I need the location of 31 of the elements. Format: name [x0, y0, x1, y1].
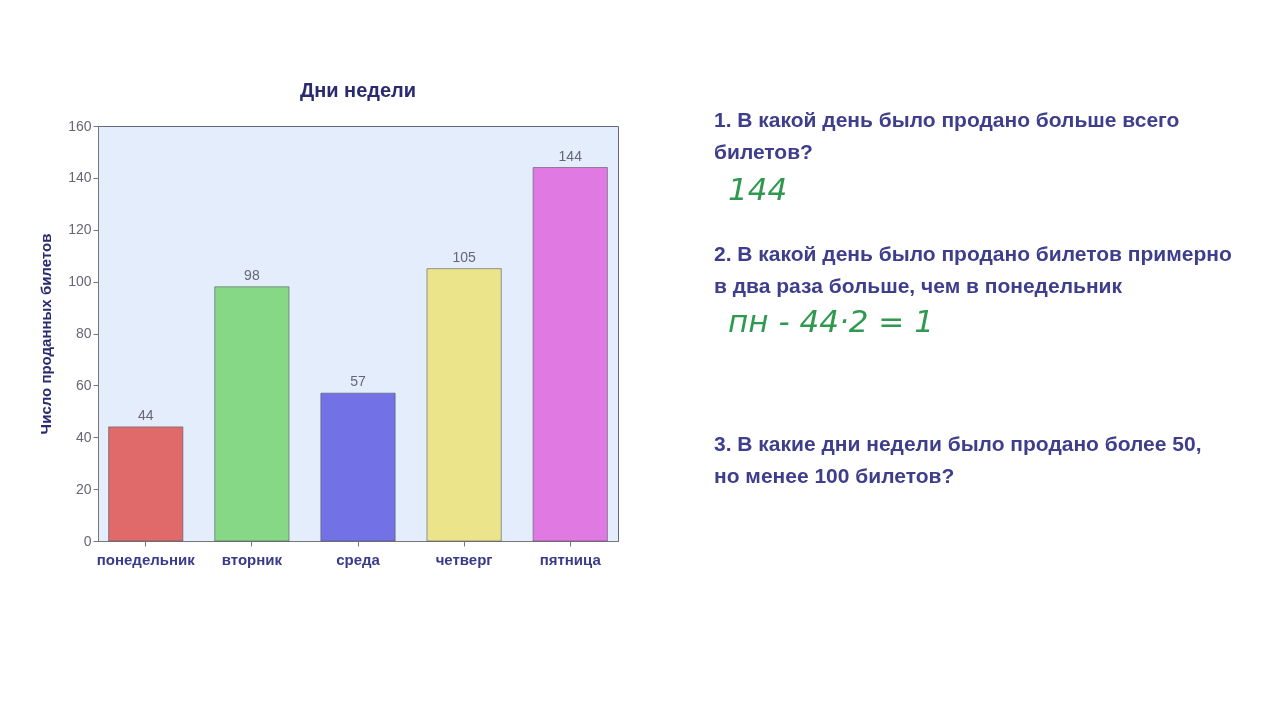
text: пн - 44·2 = 1 [728, 303, 934, 339]
y-tick-label: 160 [68, 117, 92, 134]
x-tick-label: пятница [539, 550, 602, 568]
bar [532, 167, 608, 542]
bar [214, 286, 290, 542]
x-tick-label: четверг [435, 550, 493, 568]
text: 1. В какой день было продано больше всего билетов? [714, 108, 1180, 163]
data-label: 105 [452, 248, 477, 265]
y-tick-label: 140 [68, 169, 92, 186]
y-tick-label: 120 [68, 221, 92, 238]
data-label: 57 [350, 373, 366, 390]
text: 144 [728, 171, 788, 207]
data-label: 144 [558, 147, 583, 164]
text: 3. В какие дни недели было продано более 50, но менее 100 билетов? [714, 432, 1202, 487]
data-label: 98 [244, 266, 260, 283]
x-tick-label: понедельник [96, 550, 196, 568]
x-tick-label: вторник [221, 550, 283, 568]
y-tick-label: 40 [75, 428, 92, 445]
y-axis-title: Число проданных билетов [37, 233, 55, 435]
y-tick-label: 100 [68, 273, 92, 290]
text: 2. В какой день было продано билетов примерно в два раза больше, чем в понедельник [714, 242, 1232, 297]
x-tick-label: среда [336, 550, 381, 568]
y-tick-label: 0 [83, 532, 92, 549]
bar [320, 392, 396, 542]
data-label: 44 [137, 406, 154, 423]
y-tick-label: 80 [75, 325, 92, 341]
bar [108, 426, 184, 542]
bar [426, 268, 502, 542]
y-tick-label: 60 [75, 376, 92, 393]
y-tick-label: 20 [75, 480, 92, 497]
chart-title: Дни недели [299, 79, 417, 101]
